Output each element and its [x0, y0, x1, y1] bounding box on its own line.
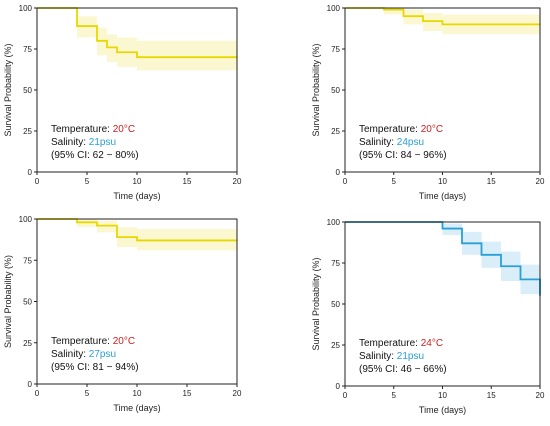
y-tick-label: 25 — [331, 127, 340, 136]
survival-panel-3: 0 5 10 15 20 0 25 50 75 100 Time (days) Survival Pr… — [3, 215, 242, 413]
y-tick-label: 75 — [23, 45, 32, 54]
salinity-label: Salinity: — [359, 351, 397, 362]
x-tick-label: 0 — [343, 177, 348, 186]
temperature-label: Temperature: — [51, 336, 113, 347]
y-tick-label: 50 — [331, 300, 340, 309]
confidence-band — [345, 222, 540, 311]
x-tick-label: 0 — [35, 389, 40, 398]
y-tick-label: 0 — [28, 168, 33, 177]
confidence-band — [37, 8, 237, 71]
x-tick-label: 5 — [392, 391, 397, 400]
y-tick-label: 25 — [331, 341, 340, 350]
salinity-value: 21psu — [397, 351, 424, 362]
y-axis-label: Survival Probability (%) — [3, 43, 13, 136]
y-tick-label: 0 — [336, 382, 341, 391]
x-tick-label: 5 — [85, 177, 90, 186]
temperature-label: Temperature: — [51, 124, 113, 135]
salinity-value: 24psu — [397, 137, 424, 148]
salinity-label: Salinity: — [51, 349, 89, 360]
x-tick-label: 0 — [343, 391, 348, 400]
ci-annotation: (95% CI: 46 − 66%) — [359, 364, 447, 375]
x-tick-label: 20 — [536, 391, 545, 400]
y-tick-label: 50 — [331, 86, 340, 95]
y-axis-label: Survival Probability (%) — [311, 43, 321, 136]
x-tick-label: 5 — [85, 389, 90, 398]
survival-panel-2: 0 5 10 15 20 0 25 50 75 100 Time (days) Survival Pr… — [311, 4, 545, 201]
x-tick-label: 15 — [183, 177, 192, 186]
x-tick-label: 20 — [536, 177, 545, 186]
x-tick-label: 20 — [233, 177, 242, 186]
survival-step-line — [345, 221, 541, 296]
x-tick-label: 15 — [487, 177, 496, 186]
temperature-value: 20°C — [113, 124, 135, 135]
survival-step-line — [37, 218, 237, 242]
x-axis-label: Time (days) — [419, 191, 466, 201]
x-tick-label: 15 — [487, 391, 496, 400]
salinity-value: 21psu — [89, 137, 116, 148]
confidence-band — [37, 219, 237, 251]
temperature-value: 20°C — [113, 336, 135, 347]
survival-step-line — [37, 7, 237, 59]
x-tick-label: 20 — [233, 389, 242, 398]
y-tick-label: 75 — [331, 259, 340, 268]
ci-annotation: (95% CI: 81 − 94%) — [51, 362, 139, 373]
temperature-annotation: Temperature: 20°C — [51, 124, 135, 135]
y-tick-label: 100 — [19, 215, 33, 224]
salinity-annotation: Salinity: 27psu — [51, 349, 116, 360]
x-axis-label: Time (days) — [419, 405, 466, 415]
x-tick-label: 0 — [35, 177, 40, 186]
temperature-label: Temperature: — [359, 124, 421, 135]
y-tick-label: 25 — [23, 127, 32, 136]
survival-step-line — [345, 7, 540, 26]
salinity-annotation: Salinity: 21psu — [359, 351, 424, 362]
temperature-value: 20°C — [421, 124, 443, 135]
x-axis-label: Time (days) — [113, 191, 160, 201]
y-tick-label: 0 — [28, 380, 33, 389]
x-tick-label: 15 — [183, 389, 192, 398]
x-axis-label: Time (days) — [113, 403, 160, 413]
temperature-annotation: Temperature: 24°C — [359, 338, 443, 349]
temperature-annotation: Temperature: 20°C — [51, 336, 135, 347]
y-tick-label: 100 — [19, 4, 33, 13]
y-tick-label: 100 — [327, 4, 341, 13]
salinity-label: Salinity: — [359, 137, 397, 148]
salinity-annotation: Salinity: 24psu — [359, 137, 424, 148]
x-tick-label: 5 — [392, 177, 397, 186]
x-tick-label: 10 — [438, 177, 447, 186]
x-tick-label: 10 — [133, 177, 142, 186]
temperature-annotation: Temperature: 20°C — [359, 124, 443, 135]
y-axis-label: Survival Probability (%) — [311, 257, 321, 350]
y-tick-label: 25 — [23, 339, 32, 348]
temperature-value: 24°C — [421, 338, 443, 349]
x-tick-label: 10 — [438, 391, 447, 400]
temperature-label: Temperature: — [359, 338, 421, 349]
salinity-annotation: Salinity: 21psu — [51, 137, 116, 148]
y-tick-label: 50 — [23, 86, 32, 95]
survival-panel-1: 0 5 10 15 20 0 25 50 75 100 Time (days) Survival Pr… — [3, 4, 242, 201]
y-tick-label: 100 — [327, 218, 341, 227]
salinity-label: Salinity: — [51, 137, 89, 148]
y-tick-label: 75 — [23, 256, 32, 265]
y-tick-label: 50 — [23, 298, 32, 307]
survival-panel-4: 0 5 10 15 20 0 25 50 75 100 Time (days) Survival Pr… — [311, 218, 545, 415]
y-tick-label: 0 — [336, 168, 341, 177]
y-tick-label: 75 — [331, 45, 340, 54]
ci-annotation: (95% CI: 62 − 80%) — [51, 150, 139, 161]
y-axis-label: Survival Probability (%) — [3, 255, 13, 348]
salinity-value: 27psu — [89, 349, 116, 360]
ci-annotation: (95% CI: 84 − 96%) — [359, 150, 447, 161]
x-tick-label: 10 — [133, 389, 142, 398]
